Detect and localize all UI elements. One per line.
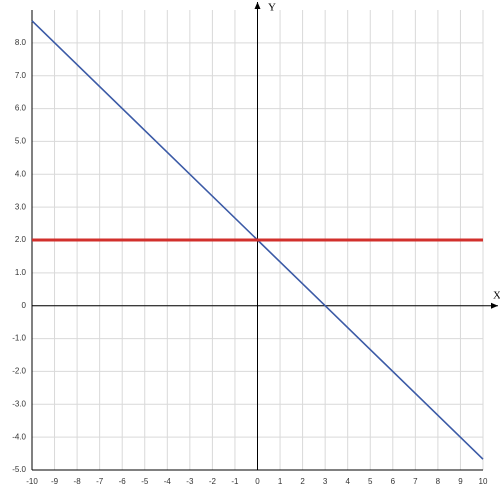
x-tick-label: -10 xyxy=(26,477,38,486)
x-tick-label: 0 xyxy=(255,477,260,486)
x-tick-label: 9 xyxy=(458,477,463,486)
line xyxy=(31,20,484,460)
y-tick-label: 7.0 xyxy=(15,71,27,80)
x-tick-label: 1 xyxy=(278,477,283,486)
y-tick-label: 0 xyxy=(22,301,27,310)
x-tick-label: -2 xyxy=(209,477,217,486)
y-tick-label: -4.0 xyxy=(12,432,26,441)
x-tick-label: 6 xyxy=(391,477,396,486)
x-tick-label: -9 xyxy=(51,477,59,486)
y-tick-label: -1.0 xyxy=(12,334,26,343)
x-tick-label: -8 xyxy=(74,477,82,486)
y-tick-label: -5.0 xyxy=(12,465,26,474)
y-tick-label: -3.0 xyxy=(12,399,26,408)
x-tick-label: -6 xyxy=(119,477,127,486)
x-tick-label: 10 xyxy=(479,477,488,486)
x-tick-label: 8 xyxy=(436,477,441,486)
x-tick-label: 4 xyxy=(345,477,350,486)
y-axis-arrow xyxy=(254,2,261,9)
y-tick-label: 8.0 xyxy=(15,38,27,47)
x-tick-label: -5 xyxy=(141,477,149,486)
y-tick-label: 6.0 xyxy=(15,104,27,113)
y-tick-label: -2.0 xyxy=(12,367,26,376)
y-axis-label: Y xyxy=(268,2,276,14)
y-tick-label: 5.0 xyxy=(15,137,27,146)
x-tick-label: -1 xyxy=(231,477,239,486)
y-tick-label: 1.0 xyxy=(15,268,27,277)
x-tick-label: -3 xyxy=(186,477,194,486)
x-tick-label: 3 xyxy=(323,477,328,486)
x-tick-label: 7 xyxy=(413,477,418,486)
x-tick-label: 5 xyxy=(368,477,373,486)
y-tick-label: 2.0 xyxy=(15,235,27,244)
x-axis-arrow xyxy=(491,302,498,309)
x-tick-label: -4 xyxy=(164,477,172,486)
x-tick-label: -7 xyxy=(96,477,104,486)
y-tick-label: 3.0 xyxy=(15,202,27,211)
y-tick-label: 4.0 xyxy=(15,169,27,178)
x-axis-label: X xyxy=(493,290,500,302)
x-tick-label: 2 xyxy=(300,477,305,486)
